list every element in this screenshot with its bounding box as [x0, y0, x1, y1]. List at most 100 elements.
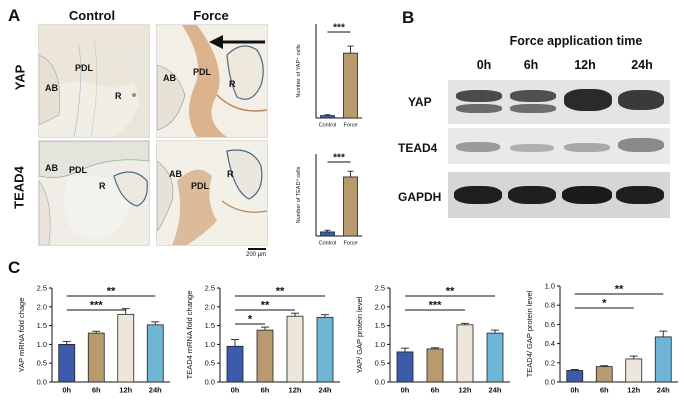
bar-24h [486, 332, 504, 383]
x-tick-label: 0h [231, 386, 240, 395]
x-tick-label: 6h [600, 386, 609, 395]
wb-timepoint-0h: 0h [476, 58, 492, 72]
bar-0h [58, 344, 76, 383]
y-tick-label: 0.5 [375, 359, 385, 368]
tissue-label-ab: AB [45, 83, 58, 93]
y-tick-label: 0.5 [37, 359, 47, 368]
wb-timepoint-6h: 6h [523, 58, 539, 72]
x-tick-label: 24h [657, 386, 670, 395]
tissue-drawing [157, 149, 267, 245]
bar-12h [456, 324, 474, 383]
band [618, 138, 664, 152]
y-tick-label: 1.5 [205, 321, 215, 330]
bar-12h [286, 315, 304, 383]
y-tick-label: 1.0 [205, 340, 215, 349]
wb-timepoint-12h: 12h [574, 58, 596, 72]
wb-row-label-gapdh: GAPDH [398, 190, 442, 204]
x-tick-label: 0h [62, 386, 71, 395]
x-tick-label: 0h [570, 386, 579, 395]
bar-0h [396, 351, 414, 383]
micrograph-tead4-force: AB PDL R [156, 140, 268, 246]
bar-6h [87, 332, 105, 383]
panel-letter-c: C [8, 258, 21, 277]
y-tick-label: 2.5 [375, 284, 385, 293]
tissue-drawing [157, 25, 267, 137]
band [456, 142, 500, 152]
significance-label: ** [446, 286, 455, 298]
tissue-label-r: R [229, 79, 236, 89]
bar-24h [654, 336, 672, 383]
x-tick-label: 6h [431, 386, 440, 395]
x-tick-label: 12h [289, 386, 302, 395]
tissue-label-pdl: PDL [69, 165, 87, 175]
panel-letter-b: B [402, 8, 415, 27]
arrow-icon [209, 35, 265, 49]
significance-label: ** [615, 284, 624, 296]
x-tick-label: 6h [261, 386, 270, 395]
x-tick-label: 12h [459, 386, 472, 395]
tissue-label-r: R [99, 181, 106, 191]
y-tick-label: 1.5 [37, 321, 47, 330]
y-tick-label: 0.0 [375, 378, 385, 387]
y-axis-label: Number of YAP⁺ cells [295, 44, 302, 97]
y-tick-label: 0.2 [545, 358, 555, 367]
wb-title: Force application time [509, 34, 643, 48]
bar-24h [146, 324, 164, 383]
micrograph-yap-force: AB PDL R [156, 24, 268, 138]
y-tick-label: 0.4 [545, 339, 555, 348]
significance-label: * [248, 314, 253, 326]
tissue-label-pdl: PDL [193, 67, 211, 77]
y-tick-label: 2.5 [37, 284, 47, 293]
x-tick-label: 24h [489, 386, 502, 395]
bar-6h [426, 348, 444, 383]
col-label-force: Force [193, 8, 229, 23]
band [454, 186, 502, 204]
y-tick-label: 0.0 [37, 378, 47, 387]
x-tick-label: 24h [319, 386, 332, 395]
y-tick-label: 0.0 [545, 378, 555, 387]
y-tick-label: 2.0 [375, 302, 385, 311]
y-tick-label: 0.5 [205, 359, 215, 368]
chart-yap-mrna: 0.0 0.5 1.0 1.5 2.0 2.5 YAP mRNA fold chage 0h 6… [17, 284, 170, 395]
x-tick-label: Control [319, 241, 337, 247]
row-label-tead4: TEAD4 [11, 166, 27, 209]
y-axis-label: YAP mRNA fold chage [17, 298, 26, 373]
panel-letter-a: A [8, 6, 21, 25]
blot-gapdh [448, 172, 670, 218]
band [564, 143, 610, 152]
y-tick-label: 0.8 [545, 301, 555, 310]
significance-label: * [602, 298, 607, 310]
col-label-control: Control [68, 8, 116, 23]
y-tick-label: 1.0 [545, 282, 555, 291]
significance-label: *** [333, 153, 345, 164]
bar-12h [625, 358, 643, 383]
tissue-label-pdl: PDL [75, 63, 93, 73]
y-tick-label: 1.0 [37, 340, 47, 349]
band [510, 144, 554, 152]
x-tick-label: 12h [119, 386, 132, 395]
row-label-yap: YAP [12, 64, 28, 91]
tissue-drawing [39, 141, 149, 245]
band [510, 90, 556, 102]
y-axis-label: Number of TEAD⁴ cells [295, 166, 302, 223]
bar-control [320, 231, 335, 237]
tissue-label-ab: AB [169, 169, 182, 179]
y-tick-label: 2.0 [37, 302, 47, 311]
bar-force [343, 52, 358, 119]
scale-bar-label: 200 μm [246, 252, 267, 258]
band [562, 186, 612, 204]
y-tick-label: 1.0 [375, 340, 385, 349]
bar-6h [256, 329, 274, 383]
tissue-label-r: R [115, 91, 122, 101]
tissue-label-ab: AB [45, 163, 58, 173]
y-axis-label: TEAD4 mRNA fold change [185, 291, 194, 380]
band [456, 104, 502, 113]
bar-0h [566, 370, 584, 383]
y-tick-label: 2.0 [205, 302, 215, 311]
x-tick-label: 6h [92, 386, 101, 395]
band [564, 89, 612, 111]
bar-control [320, 115, 335, 119]
chart-tead4-cells: Number of TEAD⁴ cells Control Force *** [295, 153, 362, 247]
y-tick-label: 2.5 [205, 284, 215, 293]
wb-timepoint-24h: 24h [631, 58, 653, 72]
